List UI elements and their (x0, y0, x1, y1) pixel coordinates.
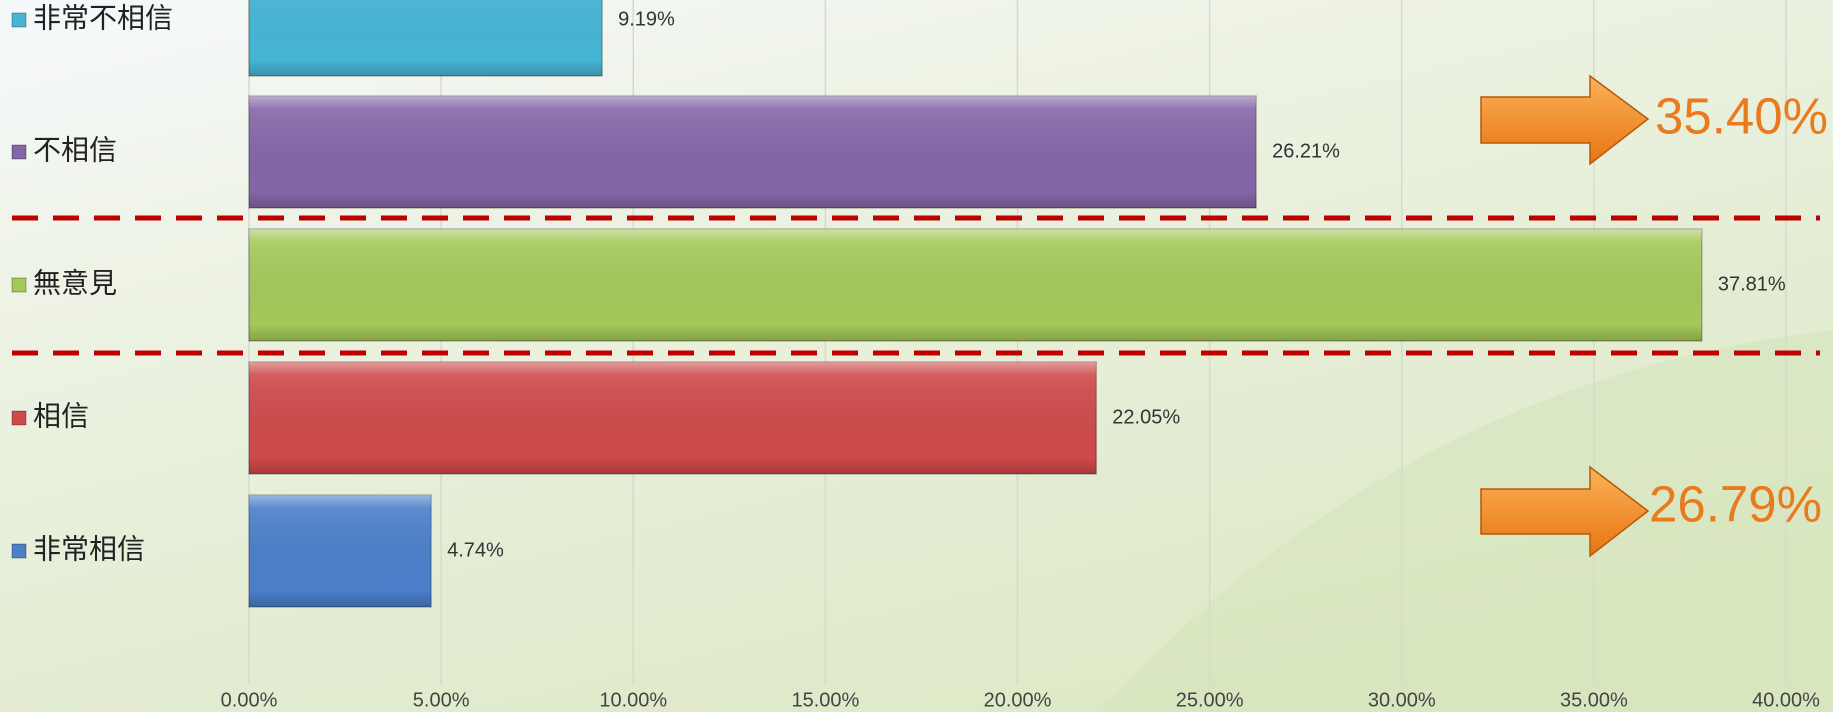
value-label: 9.19% (618, 8, 675, 30)
chart: 0.00% 5.00% 10.00% 15.00% 20.00% 25.00% 30.00%… (0, 0, 1833, 712)
value-label: 4.74% (447, 539, 504, 561)
category-label: 非常相信 (33, 533, 145, 564)
bar-shine (249, 362, 1096, 474)
x-tick-label: 10.00% (599, 689, 667, 711)
legend-swatch (12, 278, 26, 292)
x-tick-label: 35.00% (1560, 689, 1628, 711)
category-label: 無意見 (33, 267, 117, 298)
legend-swatch (12, 145, 26, 159)
x-tick-label: 20.00% (984, 689, 1052, 711)
bar-shine (249, 96, 1256, 208)
category-label: 不相信 (33, 134, 117, 165)
legend-swatch (12, 544, 26, 558)
annotation: 26.79% (1649, 475, 1822, 532)
value-label: 37.81% (1718, 273, 1786, 295)
x-tick-label: 0.00% (221, 689, 278, 711)
value-label: 26.21% (1272, 140, 1340, 162)
x-tick-label: 40.00% (1752, 689, 1820, 711)
category-label: 非常不相信 (33, 2, 173, 33)
x-tick-label: 5.00% (413, 689, 470, 711)
category-label: 相信 (33, 400, 89, 431)
legend-swatch (12, 13, 26, 27)
legend-swatch (12, 411, 26, 425)
annotation: 35.40% (1655, 87, 1828, 144)
x-tick-label: 30.00% (1368, 689, 1436, 711)
value-label: 22.05% (1112, 406, 1180, 428)
bar-shine (249, 229, 1702, 341)
bar-shine (249, 495, 431, 607)
bar-shine (249, 0, 602, 76)
x-tick-label: 25.00% (1176, 689, 1244, 711)
x-tick-label: 15.00% (791, 689, 859, 711)
